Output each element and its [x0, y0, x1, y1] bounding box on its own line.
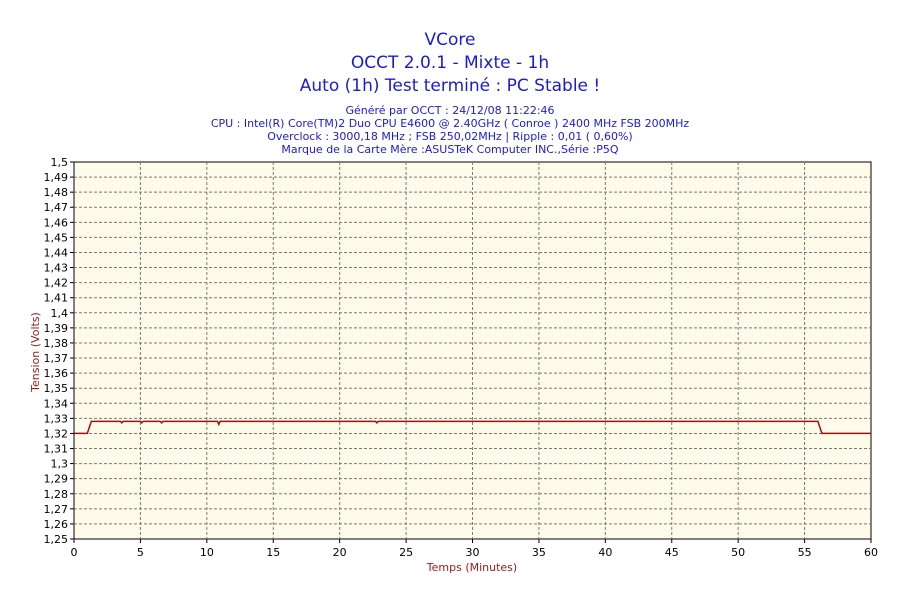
y-tick-label: 1,35 — [44, 382, 69, 395]
y-tick-label: 1,5 — [51, 156, 69, 169]
x-tick-label: 10 — [200, 546, 214, 559]
grid-lines — [74, 162, 871, 539]
x-tick-label: 0 — [71, 546, 78, 559]
y-tick-label: 1,33 — [44, 412, 69, 425]
y-tick-label: 1,45 — [44, 231, 69, 244]
y-tick-label: 1,44 — [44, 246, 69, 259]
chart-subtitle-2: Auto (1h) Test terminé : PC Stable ! — [300, 76, 600, 96]
axis-ticks: 1,25 1,26 1,27 1,28 1,29 1,3 1,31 1,32 1,33 1,34 1… — [44, 156, 879, 559]
series-layer — [74, 420, 871, 435]
x-tick-label: 30 — [466, 546, 480, 559]
y-tick-label: 1,34 — [44, 397, 69, 410]
vcore-series-line — [74, 420, 871, 435]
y-tick-label: 1,28 — [44, 488, 69, 501]
y-tick-label: 1,49 — [44, 171, 69, 184]
y-tick-label: 1,46 — [44, 216, 69, 229]
chart-title: VCore — [425, 30, 476, 50]
y-tick-label: 1,48 — [44, 186, 69, 199]
y-tick-label: 1,32 — [44, 427, 69, 440]
y-tick-label: 1,39 — [44, 322, 69, 335]
y-tick-label: 1,27 — [44, 503, 69, 516]
y-tick-label: 1,41 — [44, 292, 69, 305]
y-tick-label: 1,42 — [44, 277, 69, 290]
info-line-generated: Généré par OCCT : 24/12/08 11:22:46 — [345, 104, 554, 117]
y-tick-label: 1,47 — [44, 201, 69, 214]
y-tick-label: 1,37 — [44, 352, 69, 365]
y-tick-label: 1,25 — [44, 533, 69, 546]
y-tick-label: 1,36 — [44, 367, 69, 380]
y-tick-label: 1,26 — [44, 518, 69, 531]
x-tick-label: 40 — [598, 546, 612, 559]
y-tick-label: 1,38 — [44, 337, 69, 350]
y-tick-label: 1,3 — [51, 458, 69, 471]
x-axis-label: Temps (Minutes) — [426, 561, 517, 574]
info-line-overclock: Overclock : 3000,18 MHz ; FSB 250,02MHz … — [267, 130, 632, 143]
info-line-motherboard: Marque de la Carte Mère :ASUSTeK Compute… — [281, 143, 618, 156]
y-tick-label: 1,31 — [44, 443, 69, 456]
x-tick-label: 5 — [137, 546, 144, 559]
x-tick-label: 15 — [266, 546, 280, 559]
x-tick-label: 35 — [532, 546, 546, 559]
x-tick-label: 55 — [798, 546, 812, 559]
x-tick-label: 50 — [731, 546, 745, 559]
x-tick-label: 45 — [665, 546, 679, 559]
y-tick-label: 1,43 — [44, 262, 69, 275]
y-tick-label: 1,29 — [44, 473, 69, 486]
x-tick-label: 20 — [333, 546, 347, 559]
x-tick-label: 60 — [864, 546, 878, 559]
y-tick-label: 1,4 — [51, 307, 69, 320]
info-line-cpu: CPU : Intel(R) Core(TM)2 Duo CPU E4600 @… — [211, 117, 690, 130]
x-tick-label: 25 — [399, 546, 413, 559]
y-axis-label: Tension (Volts) — [29, 312, 42, 393]
chart-subtitle-1: OCCT 2.0.1 - Mixte - 1h — [351, 53, 549, 73]
